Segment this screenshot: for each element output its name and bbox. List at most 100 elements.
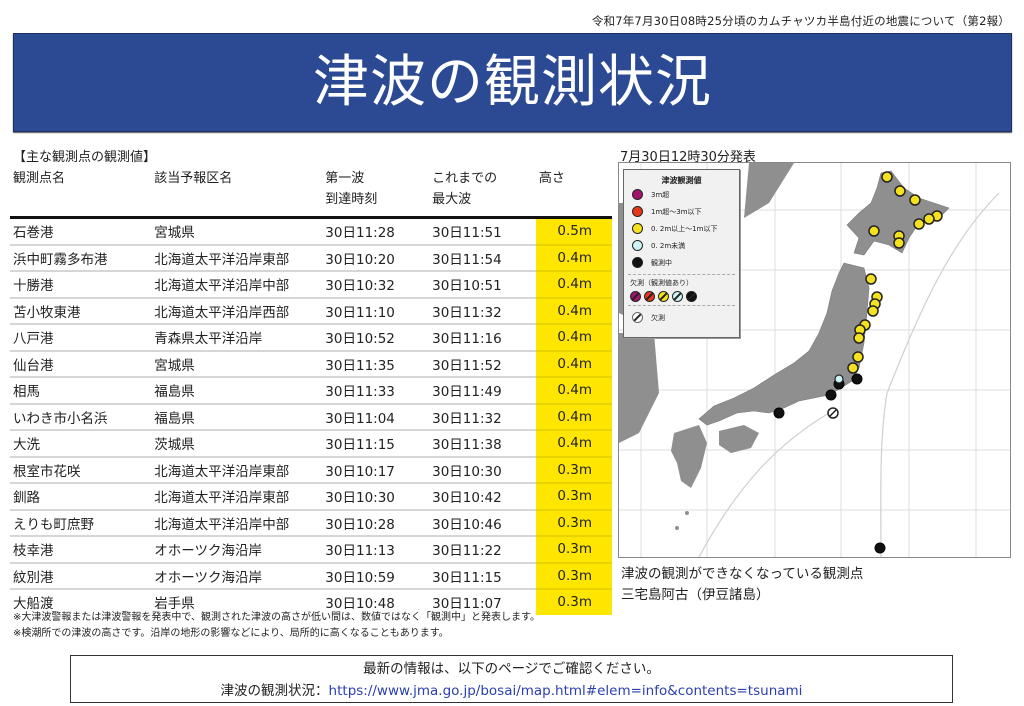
unavailable-stations: 津波の観測ができなくなっている観測点 三宅島阿古（伊豆諸島） (621, 564, 863, 606)
table-row: 苫小牧東港 北海道太平洋沿岸西部 30日11:10 30日11:32 0.4m (10, 297, 612, 325)
region-cell: 福島県 (151, 403, 323, 431)
observation-points-black (773, 373, 886, 554)
region-cell: 宮城県 (151, 217, 323, 246)
station-cell: 相馬 (10, 377, 152, 405)
max-wave-cell: 30日10:30 (429, 456, 536, 484)
legend-item: 0. 2m未満 (624, 237, 739, 254)
height-cell: 0.4m (535, 244, 612, 272)
region-cell: 北海道太平洋沿岸東部 (151, 456, 323, 484)
lightblue-circle-icon (632, 240, 643, 251)
table-row: 大船渡 岩手県 30日10:48 30日11:07 0.3m (10, 589, 612, 615)
lightblue-slashed-circle-icon (672, 291, 683, 302)
max-wave-cell: 30日10:42 (429, 483, 536, 511)
height-cell: 0.4m (535, 324, 612, 352)
first-wave-cell: 30日10:30 (322, 483, 430, 511)
station-cell: 十勝港 (10, 271, 152, 299)
max-wave-cell: 30日11:49 (429, 377, 536, 405)
station-cell: 仙台港 (10, 350, 152, 378)
legend-item-missing: 欠測 (624, 309, 739, 326)
col-station: 観測点名 (13, 171, 66, 186)
legend-item: 3m超 (624, 186, 739, 203)
height-cell: 0.4m (535, 271, 612, 299)
observation-points-yellow (847, 171, 943, 374)
map-legend: 津波観測値 3m超 1m超～3m以下 0. 2m以上～1m以下 0. 2m未満 … (623, 169, 740, 338)
height-cell: 0.5m (535, 217, 612, 246)
first-wave-cell: 30日10:59 (322, 562, 430, 590)
region-cell: 青森県太平洋沿岸 (151, 324, 323, 352)
max-wave-cell: 30日11:07 (432, 596, 502, 613)
max-wave-cell: 30日11:38 (429, 430, 536, 458)
table-row: 十勝港 北海道太平洋沿岸中部 30日10:32 30日10:51 0.4m (10, 271, 612, 299)
station-cell: いわき市小名浜 (10, 403, 152, 431)
col-region: 該当予報区名 (154, 171, 233, 186)
station-cell: えりも町庶野 (10, 509, 152, 537)
station-cell: 苫小牧東港 (10, 297, 152, 325)
missing-circle-icon (632, 312, 643, 323)
black-slashed-circle-icon (686, 291, 697, 302)
first-wave-cell: 30日10:48 (325, 596, 395, 613)
footer-info-box: 最新の情報は、以下のページでご確認ください。 津波の観測状況：https://w… (70, 655, 953, 703)
table-row: 大洗 茨城県 30日11:15 30日11:38 0.4m (10, 430, 612, 458)
height-cell: 0.4m (535, 350, 612, 378)
map-issued-time: 7月30日12時30分発表 (620, 150, 756, 165)
table-row: 相馬 福島県 30日11:33 30日11:49 0.4m (10, 377, 612, 405)
table-header-row: 観測点名 該当予報区名 第一波 到達時刻 これまでの 最大波 高さ (10, 164, 612, 218)
region-cell: 北海道太平洋沿岸中部 (151, 271, 323, 299)
legend-item: 観測中 (624, 254, 739, 271)
unavailable-title: 津波の観測ができなくなっている観測点 (621, 566, 864, 582)
station-cell: 釧路 (10, 483, 152, 511)
table-row: 仙台港 宮城県 30日11:35 30日11:52 0.4m (10, 350, 612, 378)
footnote: ※大津波警報または津波警報を発表中で、観測された津波の高さが低い間は、数値ではな… (13, 612, 540, 623)
table-row: 枝幸港 オホーツク海沿岸 30日11:13 30日11:22 0.3m (10, 536, 612, 564)
first-wave-cell: 30日10:28 (322, 509, 430, 537)
yellow-circle-icon (632, 223, 643, 234)
height-cell: 0.3m (535, 509, 612, 537)
height-cell: 0.3m (535, 483, 612, 511)
report-subtitle: 令和7年7月30日08時25分頃のカムチャツカ半島付近の地震について（第2報） (591, 14, 1010, 28)
footnote: ※検潮所での津波の高さです。沿岸の地形の影響などにより、局所的に高くなることもあ… (13, 628, 449, 639)
table-row: 浜中町霧多布港 北海道太平洋沿岸東部 30日10:20 30日11:54 0.4m (10, 244, 612, 272)
max-wave-cell: 30日11:52 (429, 350, 536, 378)
first-wave-cell: 30日11:10 (322, 297, 430, 325)
region-cell: オホーツク海沿岸 (151, 536, 323, 564)
yellow-slashed-circle-icon (658, 291, 669, 302)
max-wave-cell: 30日10:46 (429, 509, 536, 537)
section-label: 【主な観測点の観測値】 (13, 150, 157, 165)
table-row: 紋別港 オホーツク海沿岸 30日10:59 30日11:15 0.3m (10, 562, 612, 590)
first-wave-cell: 30日10:52 (322, 324, 430, 352)
red-slashed-circle-icon (644, 291, 655, 302)
legend-item: 1m超～3m以下 (624, 203, 739, 220)
col-first-wave: 第一波 到達時刻 (325, 171, 378, 207)
tsunami-map: 津波観測値 3m超 1m超～3m以下 0. 2m以上～1m以下 0. 2m未満 … (618, 162, 1011, 558)
table-row: 根室市花咲 北海道太平洋沿岸東部 30日10:17 30日10:30 0.3m (10, 456, 612, 484)
region-cell: 北海道太平洋沿岸東部 (151, 483, 323, 511)
jma-tsunami-link[interactable]: https://www.jma.go.jp/bosai/map.html#ele… (328, 683, 803, 699)
station-cell: 浜中町霧多布港 (10, 244, 152, 272)
table-row: いわき市小名浜 福島県 30日11:04 30日11:32 0.4m (10, 403, 612, 431)
height-cell: 0.3m (535, 536, 612, 564)
station-cell: 八戸港 (10, 324, 152, 352)
max-wave-cell: 30日11:22 (429, 536, 536, 564)
page-title: 津波の観測状況 (313, 49, 712, 115)
height-cell: 0.4m (535, 403, 612, 431)
magenta-circle-icon (632, 189, 643, 200)
station-cell: 大洗 (10, 430, 152, 458)
unavailable-station: 三宅島阿古（伊豆諸島） (621, 587, 770, 603)
first-wave-cell: 30日11:04 (322, 403, 430, 431)
first-wave-cell: 30日10:17 (322, 456, 430, 484)
station-cell: 枝幸港 (10, 536, 152, 564)
station-cell: 紋別港 (10, 562, 152, 590)
red-circle-icon (632, 206, 643, 217)
first-wave-cell: 30日10:20 (322, 244, 430, 272)
footer-line: 最新の情報は、以下のページでご確認ください。 (363, 661, 660, 677)
table-row: 八戸港 青森県太平洋沿岸 30日10:52 30日11:16 0.4m (10, 324, 612, 352)
col-height: 高さ (538, 171, 565, 186)
region-cell: 北海道太平洋沿岸東部 (151, 244, 323, 272)
height-cell: 0.4m (535, 377, 612, 405)
observation-table: 観測点名 該当予報区名 第一波 到達時刻 これまでの 最大波 高さ 石巻港 宮城県 30… (10, 164, 612, 615)
height-cell: 0.3m (535, 589, 612, 615)
first-wave-cell: 30日11:33 (322, 377, 430, 405)
footer-link-line: 津波の観測状況：https://www.jma.go.jp/bosai/map.… (71, 680, 952, 702)
legend-missing-with-value-icons (624, 291, 739, 302)
table-row: えりも町庶野 北海道太平洋沿岸中部 30日10:28 30日10:46 0.3m (10, 509, 612, 537)
